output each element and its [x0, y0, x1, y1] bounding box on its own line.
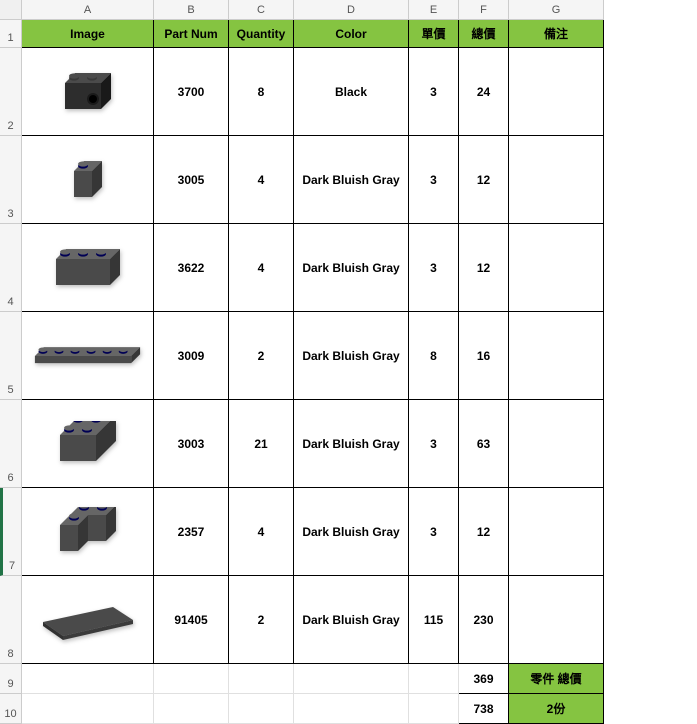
empty-cell[interactable] — [409, 664, 459, 694]
col-header-A[interactable]: A — [22, 0, 154, 20]
color-cell[interactable]: Dark Bluish Gray — [294, 312, 409, 400]
partnum-cell[interactable]: 3005 — [154, 136, 229, 224]
qty-cell[interactable]: 8 — [229, 48, 294, 136]
col-header-C[interactable]: C — [229, 0, 294, 20]
note-cell[interactable] — [509, 576, 604, 664]
partnum-cell[interactable]: 3009 — [154, 312, 229, 400]
empty-cell[interactable] — [22, 664, 154, 694]
header-G[interactable]: 備注 — [509, 20, 604, 48]
color-cell[interactable]: Dark Bluish Gray — [294, 400, 409, 488]
note-cell[interactable] — [509, 48, 604, 136]
header-E[interactable]: 單價 — [409, 20, 459, 48]
col-header-F[interactable]: F — [459, 0, 509, 20]
header-A[interactable]: Image — [22, 20, 154, 48]
total-cell[interactable]: 12 — [459, 488, 509, 576]
note-cell[interactable] — [509, 400, 604, 488]
qty-cell[interactable]: 21 — [229, 400, 294, 488]
row-header-2[interactable]: 2 — [0, 48, 22, 136]
header-C[interactable]: Quantity — [229, 20, 294, 48]
row-header-6[interactable]: 6 — [0, 400, 22, 488]
color-cell[interactable]: Dark Bluish Gray — [294, 488, 409, 576]
qty-cell[interactable]: 2 — [229, 576, 294, 664]
color-cell[interactable]: Dark Bluish Gray — [294, 576, 409, 664]
partnum-cell[interactable]: 3700 — [154, 48, 229, 136]
corner-cell[interactable] — [0, 0, 22, 20]
image-cell[interactable] — [22, 48, 154, 136]
empty-cell[interactable] — [154, 664, 229, 694]
unit-cell[interactable]: 3 — [409, 488, 459, 576]
unit-cell[interactable]: 115 — [409, 576, 459, 664]
empty-cell[interactable] — [154, 694, 229, 724]
partnum-cell[interactable]: 91405 — [154, 576, 229, 664]
color-cell[interactable]: Dark Bluish Gray — [294, 136, 409, 224]
spreadsheet: 12345678910 ABCDEFG ImagePart NumQuantit… — [0, 0, 697, 724]
unit-cell[interactable]: 3 — [409, 136, 459, 224]
image-cell[interactable] — [22, 224, 154, 312]
row-header-9[interactable]: 9 — [0, 664, 22, 694]
header-F[interactable]: 總價 — [459, 20, 509, 48]
note-cell[interactable] — [509, 136, 604, 224]
total-cell[interactable]: 12 — [459, 136, 509, 224]
row-header-5[interactable]: 5 — [0, 312, 22, 400]
image-cell[interactable] — [22, 136, 154, 224]
partnum-cell[interactable]: 2357 — [154, 488, 229, 576]
footer-label[interactable]: 零件 總價 — [509, 664, 604, 694]
total-cell[interactable]: 63 — [459, 400, 509, 488]
unit-cell[interactable]: 3 — [409, 48, 459, 136]
grid: ABCDEFG ImagePart NumQuantityColor單價總價備注… — [22, 0, 697, 724]
image-cell[interactable] — [22, 576, 154, 664]
empty-cell[interactable] — [294, 694, 409, 724]
unit-cell[interactable]: 3 — [409, 400, 459, 488]
unit-cell[interactable]: 8 — [409, 312, 459, 400]
empty-cell[interactable] — [409, 694, 459, 724]
total-cell[interactable]: 16 — [459, 312, 509, 400]
image-cell[interactable] — [22, 312, 154, 400]
footer-total[interactable]: 369 — [459, 664, 509, 694]
empty-cell[interactable] — [294, 664, 409, 694]
partnum-cell[interactable]: 3622 — [154, 224, 229, 312]
qty-cell[interactable]: 4 — [229, 224, 294, 312]
partnum-cell[interactable]: 3003 — [154, 400, 229, 488]
row-header-8[interactable]: 8 — [0, 576, 22, 664]
note-cell[interactable] — [509, 488, 604, 576]
row-header-10[interactable]: 10 — [0, 694, 22, 724]
color-cell[interactable]: Black — [294, 48, 409, 136]
image-cell[interactable] — [22, 400, 154, 488]
empty-cell[interactable] — [22, 694, 154, 724]
note-cell[interactable] — [509, 224, 604, 312]
col-header-B[interactable]: B — [154, 0, 229, 20]
col-header-E[interactable]: E — [409, 0, 459, 20]
empty-cell[interactable] — [229, 694, 294, 724]
row-header-1[interactable]: 1 — [0, 20, 22, 48]
total-cell[interactable]: 24 — [459, 48, 509, 136]
total-cell[interactable]: 230 — [459, 576, 509, 664]
footer-label[interactable]: 2份 — [509, 694, 604, 724]
header-D[interactable]: Color — [294, 20, 409, 48]
total-cell[interactable]: 12 — [459, 224, 509, 312]
col-header-G[interactable]: G — [509, 0, 604, 20]
color-cell[interactable]: Dark Bluish Gray — [294, 224, 409, 312]
qty-cell[interactable]: 4 — [229, 136, 294, 224]
footer-total[interactable]: 738 — [459, 694, 509, 724]
note-cell[interactable] — [509, 312, 604, 400]
row-header-7[interactable]: 7 — [0, 488, 22, 576]
column-headers: ABCDEFG — [22, 0, 697, 20]
qty-cell[interactable]: 2 — [229, 312, 294, 400]
header-B[interactable]: Part Num — [154, 20, 229, 48]
col-header-D[interactable]: D — [294, 0, 409, 20]
empty-cell[interactable] — [229, 664, 294, 694]
row-headers: 12345678910 — [0, 0, 22, 724]
row-header-3[interactable]: 3 — [0, 136, 22, 224]
qty-cell[interactable]: 4 — [229, 488, 294, 576]
unit-cell[interactable]: 3 — [409, 224, 459, 312]
row-header-4[interactable]: 4 — [0, 224, 22, 312]
image-cell[interactable] — [22, 488, 154, 576]
